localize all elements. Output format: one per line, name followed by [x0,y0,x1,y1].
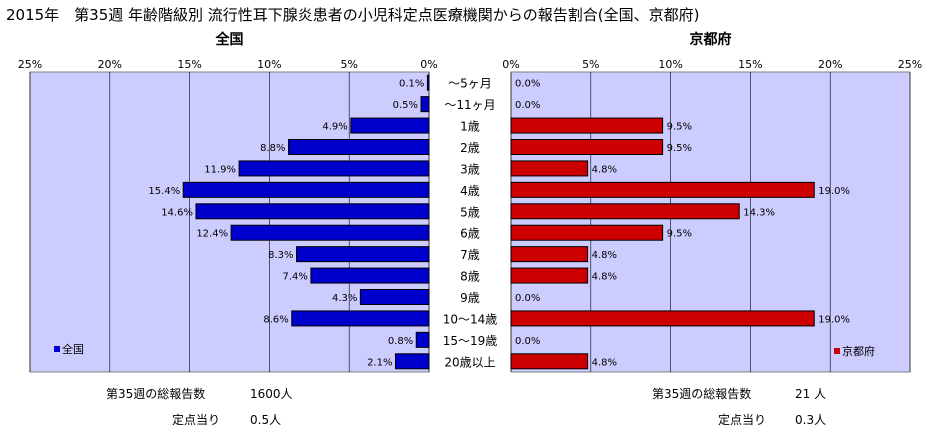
left-data-label: 0.8% [388,336,413,347]
left-total-label: 第35週の総報告数 [106,386,205,401]
right-panel-title: 京都府 [690,31,732,48]
right-bar [510,267,589,284]
right-data-label: 19.0% [818,186,850,197]
right-data-label: 9.5% [667,143,692,154]
right-total-label: 第35週の総報告数 [652,386,751,401]
left-data-label: 12.4% [196,229,228,240]
right-bar [510,246,589,263]
right-tick-label: 10% [658,58,682,71]
left-data-label: 0.5% [393,100,418,111]
right-data-label: 0.0% [515,79,540,90]
left-bar [296,246,430,263]
left-data-label: 0.1% [399,79,424,90]
category-label: 15～19歳 [443,334,498,348]
category-label: 1歳 [460,120,480,134]
chart-footer: 第35週の総報告数 1600人 定点当り 0.5人 第35週の総報告数 21 人… [106,386,826,427]
category-label: 5歳 [460,205,480,219]
left-data-label: 4.3% [332,293,357,304]
right-tick-label: 5% [582,58,599,71]
left-bar [230,224,430,241]
right-total-value: 21 人 [795,387,826,401]
left-bar [291,310,430,327]
category-label: 7歳 [460,248,480,262]
category-label: 6歳 [460,227,480,241]
right-per-value: 0.3人 [795,413,826,427]
right-per-label: 定点当り [718,412,766,427]
left-bar [350,117,430,134]
right-data-label: 4.8% [592,272,617,283]
left-tick-label: 10% [257,58,281,71]
category-label: 3歳 [460,162,480,176]
right-legend-label: 京都府 [842,344,875,358]
left-bar [359,289,430,305]
left-total-value: 1600人 [250,387,293,401]
right-tick-label: 20% [818,58,842,71]
right-data-label: 19.0% [818,314,850,325]
left-plot-area [29,71,430,373]
left-data-label: 7.4% [282,272,307,283]
right-tick-label: 0% [502,58,519,71]
right-data-label: 0.0% [515,100,540,111]
left-data-label: 8.3% [268,250,293,261]
left-tick-label: 0% [420,58,437,71]
right-bar [510,224,664,241]
left-tick-label: 20% [98,58,122,71]
left-panel-title: 全国 [215,31,244,48]
chart-title: 2015年 第35週 年齢階級別 流行性耳下腺炎患者の小児科定点医療機関からの報… [6,6,700,24]
right-data-label: 14.3% [743,207,775,218]
right-bar [510,160,589,177]
left-bar [195,203,430,220]
left-data-label: 11.9% [204,164,236,175]
category-label: 8歳 [460,270,480,284]
chart-panels: 0% 5% 10% 15% 20% 25% 全国 0.1% 0.5% 4.9% 8.8% 11.9% 1… [18,31,922,373]
left-bar [420,96,430,113]
right-bar [510,139,664,155]
left-bar [288,139,430,155]
left-bar [426,74,430,91]
right-data-label: 0.0% [515,336,540,347]
right-bar [510,310,815,327]
left-data-label: 14.6% [161,207,193,218]
right-data-label: 9.5% [667,122,692,133]
left-data-label: 2.1% [367,357,392,368]
right-plot-area [510,71,911,373]
right-tick-label: 15% [738,58,762,71]
left-per-value: 0.5人 [250,413,281,427]
left-bar [415,331,430,348]
left-bar [310,267,430,284]
right-data-label: 0.0% [515,293,540,304]
right-bar [510,203,740,220]
left-per-label: 定点当り [172,412,220,427]
right-bar [510,181,815,198]
category-label: 10～14歳 [443,312,498,326]
left-legend-label: 全国 [62,342,84,356]
left-bar [182,181,430,198]
right-data-label: 9.5% [667,229,692,240]
category-label: ～11ヶ月 [444,98,495,112]
category-label: 4歳 [460,184,480,198]
left-tick-label: 15% [177,58,201,71]
right-tick-label: 25% [898,58,922,71]
left-legend-swatch [54,346,60,352]
right-data-label: 4.8% [592,164,617,175]
left-tick-label: 5% [340,58,357,71]
right-data-label: 4.8% [592,250,617,261]
right-data-label: 4.8% [592,357,617,368]
right-bar [510,353,589,370]
category-label: 9歳 [460,291,480,305]
right-bar [510,117,664,134]
category-label: 2歳 [460,141,480,155]
left-bar [238,160,430,177]
left-data-label: 4.9% [322,122,347,133]
left-data-label: 15.4% [148,186,180,197]
right-legend-swatch [834,348,840,354]
left-tick-label: 25% [18,58,42,71]
left-bar [394,353,430,370]
left-data-label: 8.6% [263,314,288,325]
left-data-label: 8.8% [260,143,285,154]
category-label: 20歳以上 [444,355,495,369]
category-label: ～5ヶ月 [448,77,492,91]
